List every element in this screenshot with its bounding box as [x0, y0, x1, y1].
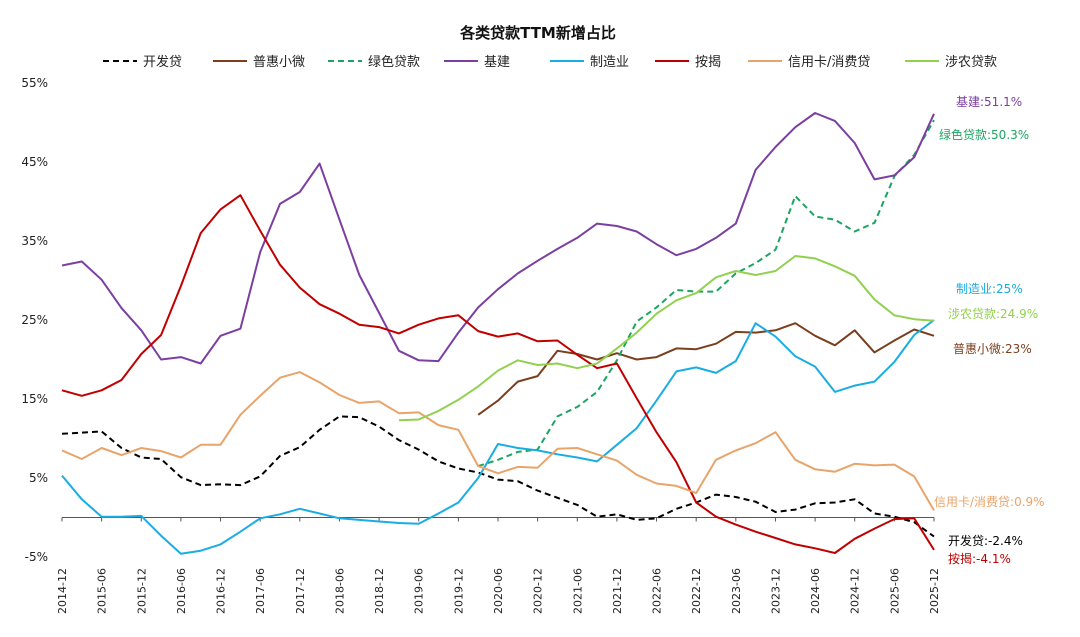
- end-labels: 开发贷:-2.4% 普惠小微:23% 绿色贷款:50.3% 基建:51.1% 制造业:2…: [934, 95, 1045, 566]
- series-line-8: [398, 255, 935, 422]
- series-line-4: [61, 112, 935, 365]
- x-tick-label: 2014-12: [56, 568, 69, 614]
- y-tick-label: 25%: [21, 313, 48, 327]
- x-tick-label: 2024-06: [809, 568, 822, 614]
- series-line-7: [61, 371, 935, 511]
- x-tick-label: 2023-12: [769, 568, 782, 614]
- x-tick-label: 2018-12: [373, 568, 386, 614]
- x-tick-label: 2018-06: [333, 568, 346, 614]
- end-value-label: 按揭:-4.1%: [948, 551, 1011, 566]
- x-tick-label: 2020-12: [532, 568, 545, 614]
- y-tick-label: 15%: [21, 392, 48, 406]
- legend-label: 基建: [484, 55, 510, 70]
- y-tick-label: 55%: [21, 76, 48, 90]
- series-line-3: [477, 119, 935, 468]
- legend-label: 按揭: [695, 55, 721, 70]
- series-line-5: [61, 319, 935, 555]
- series-group: [61, 112, 935, 555]
- series-line-2: [477, 322, 935, 416]
- x-tick-label: 2015-12: [135, 568, 148, 614]
- x-tick-label: 2021-12: [611, 568, 624, 614]
- legend-label: 开发贷: [143, 54, 182, 70]
- legend-label: 涉农贷款: [945, 55, 997, 70]
- end-value-label: 普惠小微:23%: [953, 342, 1032, 356]
- x-tick-label: 2016-06: [175, 568, 188, 614]
- x-tick-label: 2025-12: [928, 568, 941, 614]
- legend-label: 绿色贷款: [368, 54, 420, 70]
- x-tick-label: 2022-12: [690, 568, 703, 614]
- x-tick-label: 2017-12: [294, 568, 307, 614]
- x-tick-label: 2016-12: [215, 568, 228, 614]
- end-value-label: 绿色贷款:50.3%: [939, 127, 1029, 142]
- x-tick-label: 2025-06: [888, 568, 901, 614]
- x-tick-label: 2017-06: [254, 568, 267, 614]
- series-line-6: [61, 194, 935, 554]
- x-tick-label: 2015-06: [96, 568, 109, 614]
- chart-title: 各类贷款TTM新增占比: [459, 24, 616, 42]
- y-tick-label: 35%: [21, 234, 48, 248]
- end-value-label: 信用卡/消费贷:0.9%: [934, 495, 1045, 509]
- x-tick-label: 2022-06: [651, 568, 664, 614]
- legend-label: 制造业: [590, 55, 629, 70]
- y-tick-label: 45%: [21, 155, 48, 169]
- end-value-label: 制造业:25%: [956, 282, 1023, 296]
- legend-label: 信用卡/消费贷: [788, 55, 870, 70]
- x-axis: 2014-12 2015-06 2015-12 2016-06 2016-12 2017-…: [56, 517, 941, 614]
- x-tick-label: 2019-12: [452, 568, 465, 614]
- x-tick-label: 2019-06: [413, 568, 426, 614]
- legend: 开发贷 普惠小微 绿色贷款 基建 制造业 按揭 信用卡/消费贷 涉农贷款: [103, 54, 997, 70]
- x-tick-label: 2021-06: [571, 568, 584, 614]
- legend-label: 普惠小微: [253, 55, 305, 70]
- y-tick-label: 5%: [29, 471, 48, 485]
- x-tick-label: 2020-06: [492, 568, 505, 614]
- series-line-1: [61, 415, 935, 538]
- x-tick-label: 2023-06: [730, 568, 743, 614]
- end-value-label: 基建:51.1%: [956, 95, 1022, 109]
- y-tick-label: -5%: [25, 550, 48, 564]
- y-axis: -5% 5% 15% 25% 35% 45% 55%: [21, 76, 48, 564]
- end-value-label: 开发贷:-2.4%: [948, 533, 1023, 548]
- x-tick-label: 2024-12: [849, 568, 862, 614]
- end-value-label: 涉农贷款:24.9%: [948, 307, 1038, 321]
